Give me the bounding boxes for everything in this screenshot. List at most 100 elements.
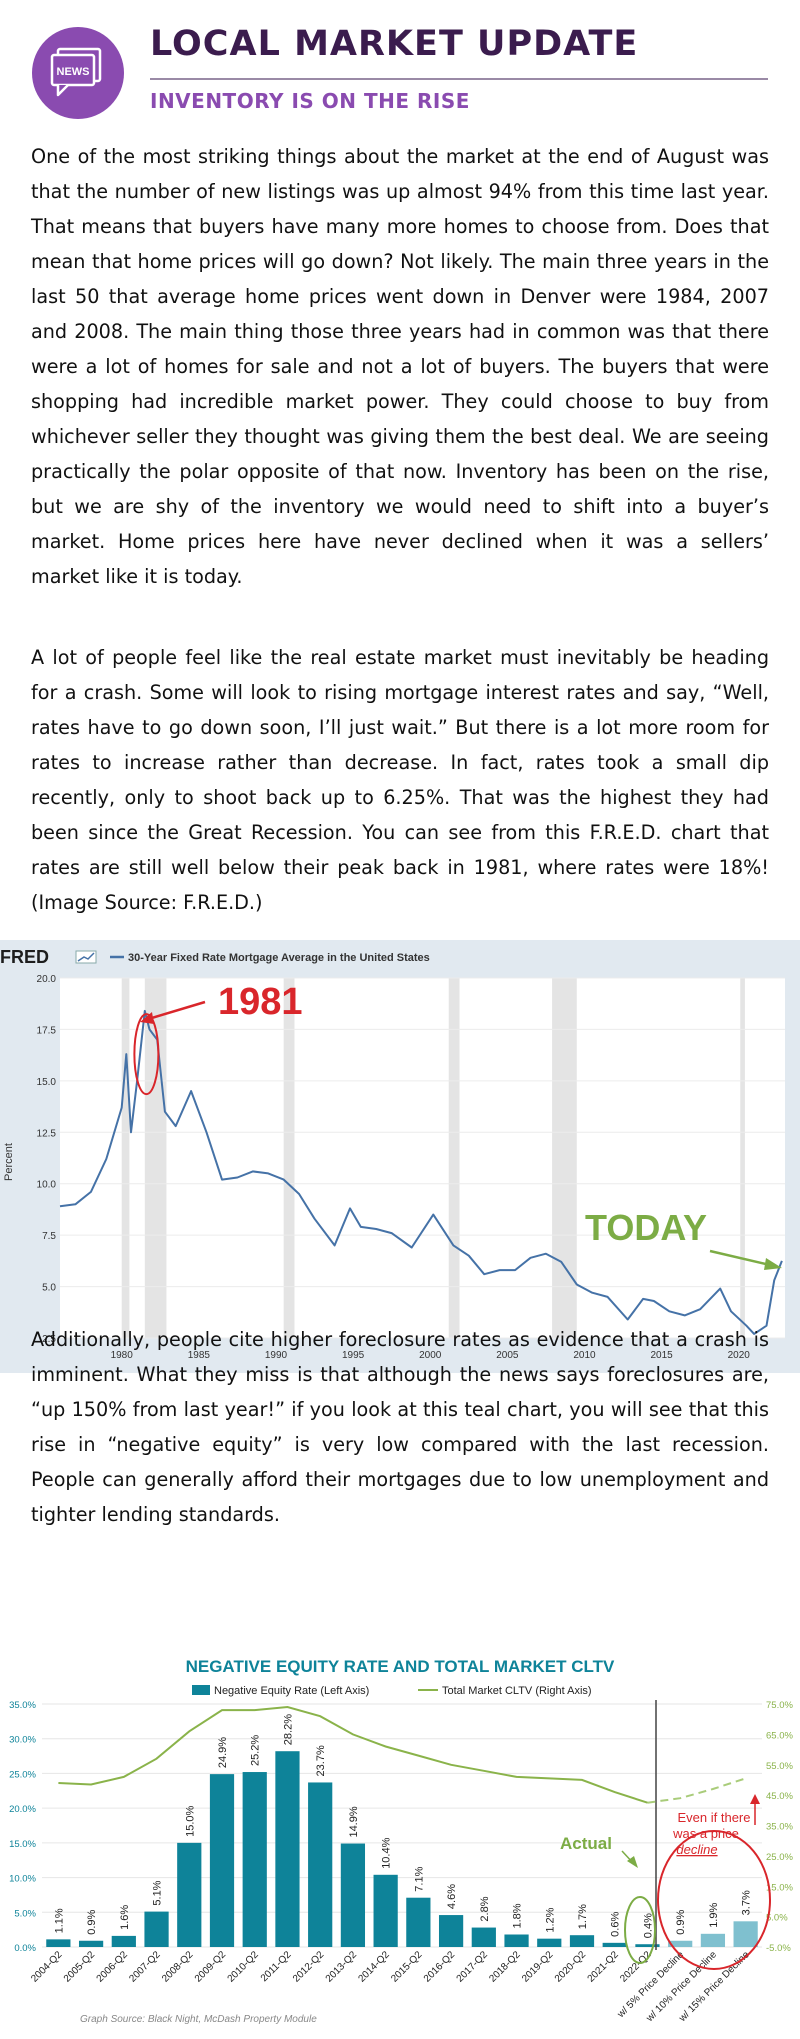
cltv-right-tick-label: 15.0%	[766, 1882, 793, 1893]
fred-x-tick-label: 1990	[265, 1350, 288, 1361]
fred-x-tick-label: 1995	[342, 1350, 365, 1361]
negative-equity-bar	[733, 1921, 758, 1947]
negative-equity-bar	[569, 1935, 595, 1947]
cltv-category-label: 2018-Q2	[487, 1949, 523, 1985]
cltv-left-tick-label: 20.0%	[9, 1804, 36, 1815]
fred-x-tick-label: 1980	[111, 1350, 134, 1361]
negative-equity-bar	[471, 1927, 496, 1947]
negative-equity-bar	[373, 1874, 398, 1947]
negative-equity-value-label: 10.4%	[381, 1837, 393, 1868]
cltv-category-label: 2017-Q2	[455, 1949, 491, 1985]
news-speech-bubble-icon: NEWS	[50, 47, 102, 97]
negative-equity-value-label: 1.1%	[53, 1908, 65, 1933]
negative-equity-value-label: 1.6%	[119, 1905, 131, 1930]
negative-equity-value-label: 23.7%	[315, 1745, 327, 1776]
negative-equity-chart: NEGATIVE EQUITY RATE AND TOTAL MARKET CL…	[0, 1650, 800, 2035]
negative-equity-value-label: 28.2%	[282, 1714, 294, 1745]
fred-y-tick-label: 12.5	[37, 1128, 57, 1139]
negative-equity-chart-svg: NEGATIVE EQUITY RATE AND TOTAL MARKET CL…	[9, 1657, 793, 2025]
cltv-right-tick-label: 45.0%	[766, 1791, 793, 1802]
cltv-category-label: 2021-Q2	[586, 1949, 622, 1985]
negative-equity-bar	[144, 1911, 169, 1947]
cltv-left-tick-label: 10.0%	[9, 1874, 36, 1885]
negative-equity-bar	[46, 1939, 71, 1947]
negative-equity-value-label: 1.2%	[544, 1907, 556, 1932]
negative-equity-bar	[242, 1772, 267, 1947]
fred-y-tick-label: 5.0	[42, 1283, 56, 1294]
peak-annotation-1981: 1981	[218, 981, 303, 1023]
negative-equity-value-label: 24.9%	[217, 1737, 229, 1768]
cltv-category-label: 2004-Q2	[29, 1949, 65, 1985]
peak-highlight-ellipse	[133, 1013, 160, 1096]
cltv-right-tick-label: 5.0%	[766, 1913, 788, 1924]
decline-arrow-head	[750, 1794, 760, 1804]
mortgage-rate-chart-svg: FRED 30-Year Fixed Rate Mortgage Average…	[0, 947, 785, 1361]
decline-note-line-2: was a price	[672, 1826, 739, 1841]
cltv-right-tick-label: 25.0%	[766, 1852, 793, 1863]
negative-equity-bar	[308, 1782, 333, 1947]
fred-logo-graph-icon	[75, 950, 97, 964]
fred-y-tick-label: 7.5	[42, 1231, 56, 1242]
cltv-category-label: 2011-Q2	[259, 1949, 294, 1984]
negative-equity-bar	[406, 1897, 431, 1947]
page-title: LOCAL MARKET UPDATE	[150, 24, 639, 64]
negative-equity-bar	[537, 1938, 562, 1947]
decline-note-line-1: Even if there	[678, 1810, 751, 1825]
fred-x-tick-label: 2000	[419, 1350, 442, 1361]
peak-arrow-head	[140, 1012, 154, 1024]
cltv-left-tick-label: 5.0%	[14, 1908, 36, 1919]
fred-x-tick-label: 2010	[573, 1350, 596, 1361]
negative-equity-value-label: 0.9%	[675, 1909, 687, 1934]
cltv-left-tick-label: 35.0%	[9, 1700, 36, 1711]
cltv-right-tick-label: 35.0%	[766, 1822, 793, 1833]
cltv-actual-line	[58, 1705, 648, 1804]
legend-swatch-negative-equity	[192, 1685, 210, 1695]
fred-x-tick-label: 1985	[188, 1350, 211, 1361]
article-paragraph-1: One of the most striking things about th…	[31, 145, 769, 588]
today-annotation: TODAY	[585, 1207, 707, 1248]
cltv-category-label: 2007-Q2	[127, 1949, 163, 1985]
peak-arrow-line	[144, 1000, 206, 1022]
actual-highlight-ellipse	[624, 1896, 656, 1964]
cltv-projected-line	[647, 1777, 746, 1804]
cltv-category-label: 2010-Q2	[226, 1949, 262, 1985]
cltv-category-label: 2014-Q2	[356, 1949, 392, 1985]
negative-equity-bar	[700, 1933, 726, 1947]
negative-equity-bar	[275, 1751, 300, 1947]
negative-equity-bar	[668, 1940, 693, 1947]
actual-annotation: Actual	[560, 1834, 612, 1853]
negative-equity-bar	[602, 1942, 627, 1947]
negative-equity-value-label: 5.1%	[152, 1880, 164, 1905]
fred-y-tick-label: 17.5	[37, 1025, 57, 1036]
article-paragraph-3: Additionally, people cite higher foreclo…	[31, 1328, 769, 1526]
cltv-category-label: 2012-Q2	[291, 1949, 327, 1985]
negative-equity-value-label: 4.6%	[446, 1884, 458, 1909]
cltv-category-label: 2019-Q2	[520, 1949, 556, 1985]
negative-equity-value-label: 0.4%	[642, 1913, 654, 1938]
cltv-category-label: 2015-Q2	[389, 1949, 425, 1985]
fred-y-tick-label: 20.0	[37, 974, 57, 985]
negative-equity-bar	[177, 1842, 202, 1947]
negative-equity-value-label: 1.8%	[512, 1903, 524, 1928]
fred-y-tick-label: 15.0	[37, 1077, 57, 1088]
negative-equity-value-label: 1.7%	[577, 1904, 589, 1929]
mortgage-rate-series-line	[59, 1009, 783, 1335]
negative-equity-value-label: 0.9%	[86, 1909, 98, 1934]
recession-band-0	[121, 978, 130, 1338]
negative-equity-value-label: 15.0%	[184, 1805, 196, 1836]
cltv-category-label: 2006-Q2	[95, 1949, 131, 1985]
fred-logo-graph-line	[77, 952, 95, 962]
fred-plot-area	[60, 978, 785, 1338]
cltv-right-tick-label: 65.0%	[766, 1730, 793, 1741]
mortgage-rate-chart: FRED 30-Year Fixed Rate Mortgage Average…	[0, 940, 800, 1373]
cltv-category-label: 2016-Q2	[422, 1949, 458, 1985]
negative-equity-value-label: 2.8%	[479, 1896, 491, 1921]
fred-x-tick-label: 2020	[728, 1350, 751, 1361]
negative-equity-bar	[209, 1774, 235, 1947]
recession-band-3	[448, 978, 460, 1338]
cltv-left-tick-label: 0.0%	[14, 1943, 36, 1954]
negative-equity-value-label: 3.7%	[741, 1890, 753, 1915]
recession-band-2	[283, 978, 295, 1338]
negative-equity-value-label: 7.1%	[413, 1866, 425, 1891]
cltv-left-tick-label: 25.0%	[9, 1769, 36, 1780]
